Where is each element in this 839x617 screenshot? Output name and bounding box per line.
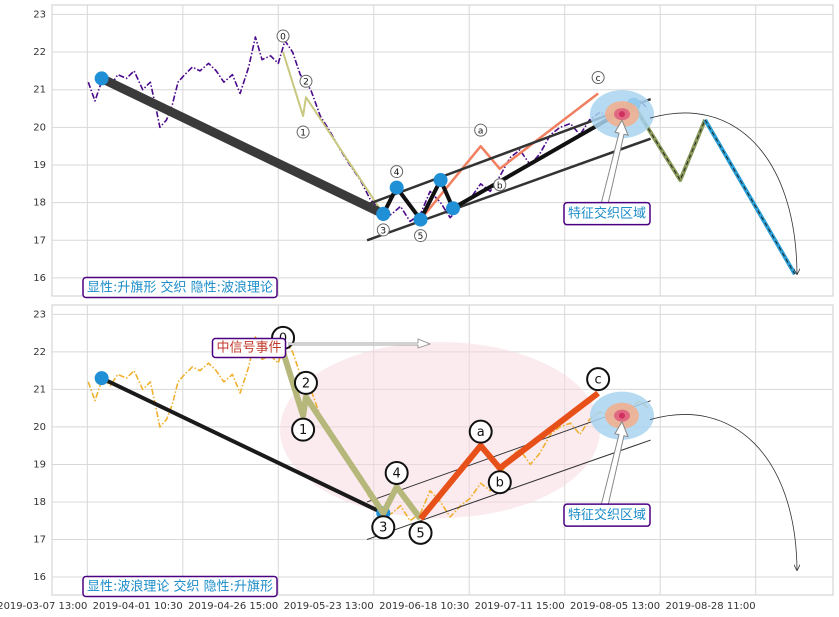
wave-label-circle (293, 370, 318, 395)
wave-label-circle (371, 515, 396, 540)
wave-label: 5 (418, 232, 424, 242)
point-marker (433, 173, 448, 188)
series-line (418, 390, 600, 521)
wave-label: 2 (302, 376, 310, 391)
wave-label: 0 (280, 33, 286, 43)
wave-label-circle (390, 165, 404, 179)
point-marker (446, 201, 461, 216)
wave-label-circle (276, 29, 290, 43)
y-tick-label: 16 (33, 273, 46, 284)
wave-label-circle (384, 460, 409, 485)
zone-label: 特征交织区域 (568, 206, 646, 222)
x-tick-label: 2019-04-26 15:00 (188, 601, 278, 612)
wave-label: 2 (303, 78, 309, 88)
forecast-arc (649, 112, 797, 274)
y-tick-label: 19 (33, 459, 46, 470)
wave-label-circle (291, 417, 316, 442)
wave-label-circle (591, 70, 605, 84)
zone-label-box (563, 503, 651, 527)
series-line (280, 350, 423, 521)
wave-label-circle (586, 367, 611, 392)
x-tick-label: 2019-08-05 13:00 (570, 601, 660, 612)
y-tick-label: 17 (33, 235, 46, 246)
y-tick-label: 19 (33, 160, 46, 171)
wave-label: c (596, 74, 601, 84)
y-tick-label: 21 (33, 384, 46, 395)
point-marker (94, 71, 109, 86)
y-tick-label: 18 (33, 198, 46, 209)
y-tick-label: 22 (33, 347, 46, 358)
wave-label-circle (468, 419, 493, 444)
y-tick-label: 21 (33, 85, 46, 96)
x-tick-label: 2019-06-18 10:30 (379, 601, 469, 612)
wave-label: 1 (299, 423, 307, 438)
y-tick-label: 20 (33, 122, 46, 133)
y-tick-label: 20 (33, 422, 46, 433)
wave-label: a (478, 127, 484, 137)
y-tick-label: 17 (33, 534, 46, 545)
point-marker (94, 371, 109, 386)
zone-center (618, 412, 625, 419)
x-tick-label: 2019-04-01 10:30 (93, 601, 183, 612)
y-tick-label: 18 (33, 497, 46, 508)
zone-label: 特征交织区域 (568, 507, 646, 523)
wave-label: 4 (394, 168, 400, 178)
series-line-dash (704, 119, 796, 275)
wave-label-circle (376, 223, 390, 237)
wave-label: 3 (379, 521, 387, 536)
point-marker (376, 206, 391, 221)
zone-label-box (563, 201, 651, 226)
x-tick-label: 2019-05-23 13:00 (284, 601, 374, 612)
series-line (100, 376, 385, 516)
wave-label: c (595, 373, 602, 388)
plot-area (51, 4, 834, 297)
y-tick-label: 22 (33, 47, 46, 58)
wave-label-circle (487, 470, 512, 495)
event-label: 中信号事件 (216, 341, 281, 356)
wave-label: 1 (300, 129, 306, 139)
point-marker (413, 212, 428, 227)
note-label: 显性:升旗形 交织 隐性:波浪理论 (87, 280, 273, 296)
series-line (366, 137, 652, 242)
wave-label: b (496, 476, 504, 491)
note-box (82, 575, 278, 598)
note-label: 显性:波浪理论 交织 隐性:升旗形 (87, 579, 273, 595)
zone-arrow (600, 119, 629, 205)
wave-label-circle (299, 74, 313, 88)
y-tick-label: 23 (33, 9, 46, 20)
forecast-arc (649, 414, 797, 570)
event-box (211, 337, 287, 359)
series-line (87, 36, 649, 223)
wave-label-circle (408, 520, 433, 545)
x-tick-label: 2019-03-07 13:00 (0, 601, 87, 612)
zone-arrow (600, 420, 629, 507)
wave-label: 5 (416, 526, 424, 541)
y-tick-label: 23 (33, 309, 46, 320)
wave-label-circle (493, 178, 507, 192)
wave-label: 4 (393, 466, 401, 481)
zone-center (618, 111, 625, 118)
wave-label: 3 (380, 226, 386, 236)
event-arrow (288, 338, 432, 349)
x-tick-label: 2019-07-11 15:00 (475, 601, 565, 612)
x-tick-label: 2019-08-28 11:00 (666, 601, 756, 612)
wave-label-circle (414, 229, 428, 243)
wave-label-circle (296, 125, 310, 139)
point-marker (389, 180, 404, 195)
wave-label: b (497, 181, 503, 191)
series-line (99, 74, 386, 218)
wave-label-circle (474, 123, 488, 137)
series-line-dash (633, 104, 706, 182)
y-tick-label: 16 (33, 572, 46, 583)
note-box (82, 276, 278, 299)
wave-label: a (477, 425, 485, 440)
